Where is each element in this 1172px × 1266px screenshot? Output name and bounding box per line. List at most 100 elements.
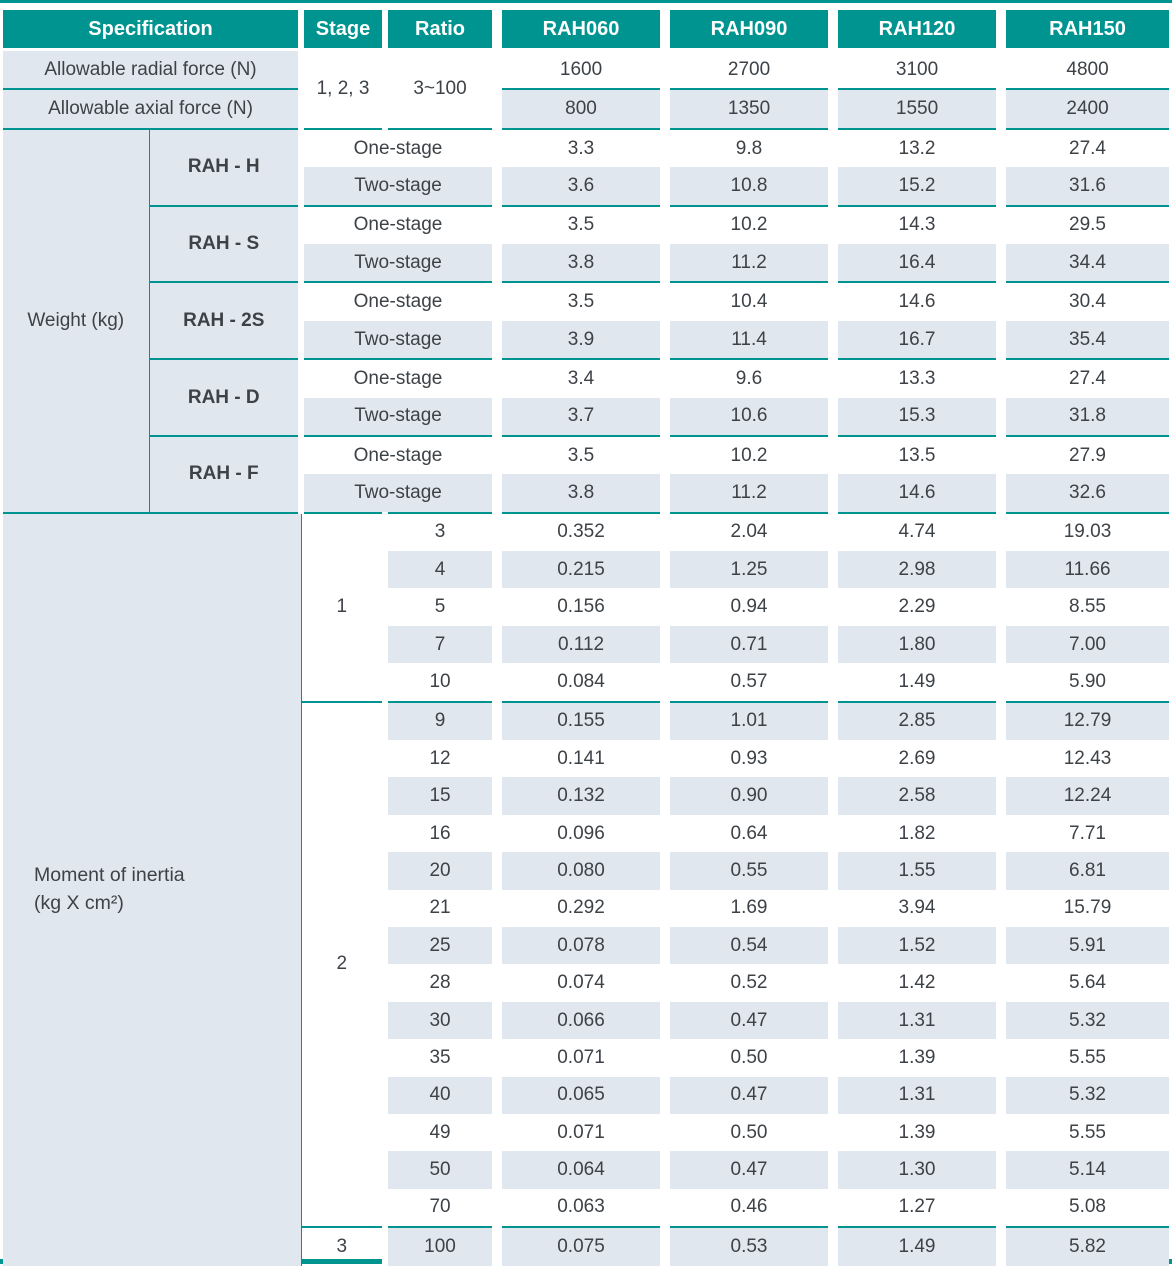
table-row: RAH - F One-stage 3.5 10.2 13.5 27.9 (3, 435, 1170, 514)
table-row: 7 0.112 0.71 1.80 7.00 (3, 625, 1170, 664)
table-row: 70 0.063 0.46 1.27 5.08 (3, 1188, 1170, 1229)
value-cell: 12.24 (996, 777, 1170, 815)
value-cell: 5.14 (996, 1151, 1170, 1189)
stage-type-cell: One-stage (298, 359, 498, 398)
value-cell: 11.66 (996, 551, 1170, 589)
value-cell: 0.066 (492, 1001, 666, 1040)
value-cell: 1.31 (828, 1076, 1002, 1114)
value-cell: 0.075 (492, 1227, 666, 1266)
value-cell: 5.32 (996, 1076, 1170, 1114)
ratio-cell: 30 (382, 1001, 498, 1040)
value-cell: 4800 (996, 49, 1170, 91)
value-cell: 1.30 (828, 1151, 1002, 1189)
value-cell: 0.55 (660, 852, 834, 890)
ratio-cell: 4 (382, 551, 498, 589)
value-cell: 0.112 (492, 625, 666, 664)
value-cell: 16.7 (828, 320, 1002, 361)
stage-cell: 3 (336, 1235, 348, 1257)
value-cell: 2400 (996, 89, 1170, 130)
stage-type-cell: One-stage (298, 205, 498, 244)
value-cell: 5.55 (996, 1039, 1170, 1077)
table-row: 12 0.141 0.93 2.69 12.43 (3, 740, 1170, 778)
table-row: Two-stage 3.8 11.2 16.4 34.4 (3, 243, 1170, 284)
value-cell: 0.47 (660, 1076, 834, 1114)
value-cell: 0.90 (660, 777, 834, 815)
value-cell: 6.81 (996, 852, 1170, 890)
value-cell: 35.4 (996, 320, 1170, 361)
value-cell: 30.4 (996, 282, 1170, 321)
value-cell: 1.82 (828, 814, 1002, 853)
stage-type-cell: Two-stage (298, 474, 498, 514)
value-cell: 1.42 (828, 964, 1002, 1002)
table-row: Two-stage 3.9 11.4 16.7 35.4 (3, 320, 1170, 361)
inertia-label-line1: Moment of inertia (34, 864, 185, 887)
value-cell: 13.5 (828, 435, 1002, 475)
model-label: RAH - F (149, 435, 302, 514)
value-cell: 3.8 (492, 474, 666, 514)
value-cell: 7.00 (996, 625, 1170, 664)
value-cell: 0.155 (492, 701, 666, 741)
value-cell: 0.096 (492, 814, 666, 853)
value-cell: 3.5 (492, 282, 666, 321)
model-label: RAH - 2S (149, 282, 302, 361)
table-row: 16 0.096 0.64 1.82 7.71 (3, 814, 1170, 853)
value-cell: 3.4 (492, 359, 666, 398)
value-cell: 1.55 (828, 852, 1002, 890)
value-cell: 5.82 (996, 1227, 1170, 1266)
value-cell: 0.071 (492, 1039, 666, 1077)
value-cell: 5.90 (996, 663, 1170, 703)
value-cell: 0.063 (492, 1188, 666, 1229)
value-cell: 3.9 (492, 320, 666, 361)
table-row: Allowable radial force (N) 1, 2, 3 3~100 16… (3, 49, 1170, 130)
value-cell: 9.8 (660, 128, 834, 168)
ratio-cell: 16 (382, 814, 498, 853)
table-row: Weight (kg) RAH - H One-stage 3.3 9.8 13.2 27.… (3, 128, 1170, 514)
table-row: RAH - 2S One-stage 3.5 10.4 14.6 30.4 (3, 282, 1170, 361)
value-cell: 10.2 (660, 205, 834, 244)
value-cell: 2.85 (828, 701, 1002, 741)
value-cell: 1.49 (828, 663, 1002, 703)
value-cell: 1.52 (828, 926, 1002, 965)
value-cell: 14.6 (828, 282, 1002, 321)
ratio-cell: 40 (382, 1076, 498, 1114)
value-cell: 0.080 (492, 852, 666, 890)
value-cell: 3.5 (492, 435, 666, 475)
section-label-inertia: Moment of inertia (kg X cm²) (3, 512, 302, 1266)
column-header-rah090: RAH090 (660, 10, 834, 51)
stage-type-cell: Two-stage (298, 397, 498, 437)
value-cell: 2.29 (828, 588, 1002, 626)
value-cell: 0.064 (492, 1151, 666, 1189)
value-cell: 16.4 (828, 243, 1002, 284)
value-cell: 0.132 (492, 777, 666, 815)
ratio-cell: 7 (382, 625, 498, 664)
value-cell: 27.4 (996, 128, 1170, 168)
value-cell: 10.2 (660, 435, 834, 475)
value-cell: 7.71 (996, 814, 1170, 853)
value-cell: 0.156 (492, 588, 666, 626)
table-row: 3 100 0.075 0.53 1.49 5.82 (3, 1227, 1170, 1266)
value-cell: 5.08 (996, 1188, 1170, 1229)
header-row: Specification Stage Ratio RAH060 RAH090 … (3, 10, 1170, 51)
value-cell: 0.352 (492, 512, 666, 552)
ratio-cell: 50 (382, 1151, 498, 1189)
table-row: 10 0.084 0.57 1.49 5.90 (3, 663, 1170, 703)
stage-cell: 1 (301, 512, 386, 703)
table-row: 25 0.078 0.54 1.52 5.91 (3, 926, 1170, 965)
value-cell: 27.9 (996, 435, 1170, 475)
table-row: 40 0.065 0.47 1.31 5.32 (3, 1076, 1170, 1114)
column-header-stage: Stage (298, 10, 386, 51)
table-row: 49 0.071 0.50 1.39 5.55 (3, 1113, 1170, 1152)
value-cell: 4.74 (828, 512, 1002, 552)
spec-table: Specification Stage Ratio RAH060 RAH090 … (3, 10, 1170, 1266)
table-row: 30 0.066 0.47 1.31 5.32 (3, 1001, 1170, 1040)
ratio-cell: 12 (382, 740, 498, 778)
stage-type-cell: One-stage (298, 435, 498, 475)
value-cell: 0.292 (492, 889, 666, 927)
value-cell: 1550 (828, 89, 1002, 130)
value-cell: 0.071 (492, 1113, 666, 1152)
value-cell: 0.52 (660, 964, 834, 1002)
section-label-weight: Weight (kg) (3, 128, 150, 514)
value-cell: 0.54 (660, 926, 834, 965)
value-cell: 5.55 (996, 1113, 1170, 1152)
value-cell: 0.94 (660, 588, 834, 626)
